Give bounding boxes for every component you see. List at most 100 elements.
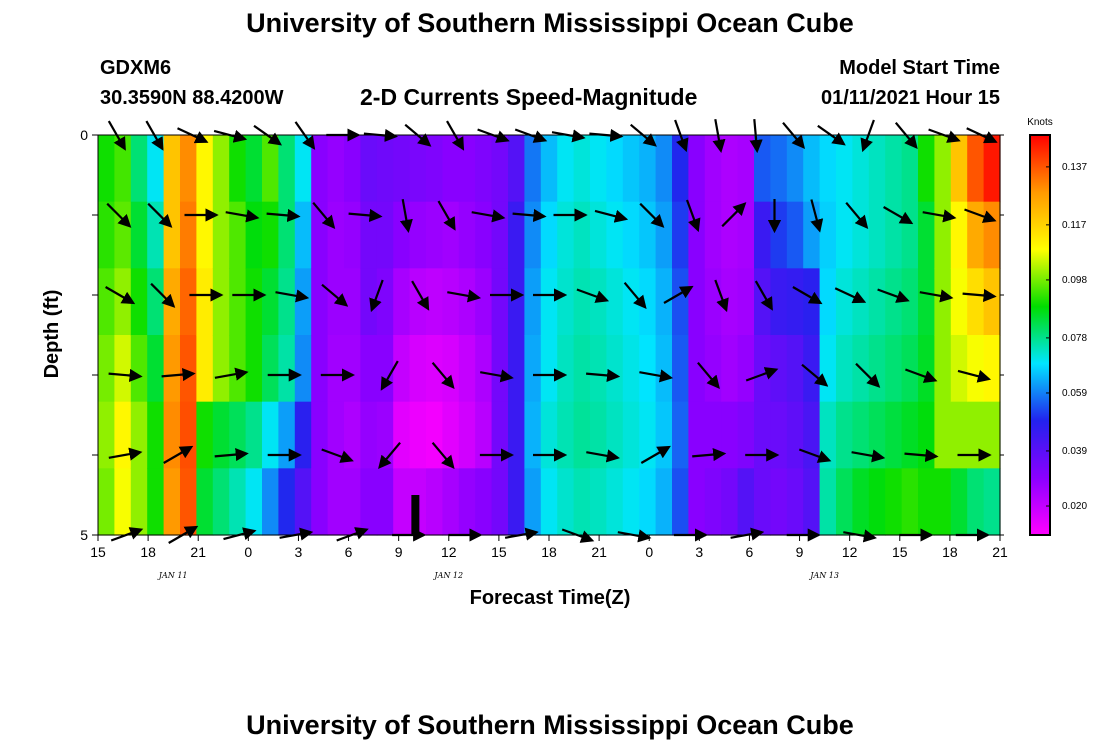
heatmap-cell — [524, 335, 542, 403]
heatmap-cell — [475, 335, 493, 403]
heatmap-cell — [573, 335, 591, 403]
heatmap-cell — [606, 335, 624, 403]
x-axis-label: Forecast Time(Z) — [470, 587, 631, 609]
heatmap-cell — [967, 468, 985, 536]
heatmap-cell — [704, 468, 722, 536]
heatmap-cell — [262, 468, 279, 536]
heatmap-cell — [852, 268, 870, 336]
heatmap-cell — [868, 468, 886, 536]
current-vector — [586, 449, 620, 463]
heatmap-cell — [803, 468, 821, 536]
x-tick-label: 15 — [892, 544, 908, 560]
heatmap-cell — [147, 268, 165, 336]
heatmap-cell — [196, 335, 214, 403]
heatmap-cell — [868, 401, 886, 469]
x-tick-label: 12 — [441, 544, 457, 560]
current-vector — [834, 287, 867, 304]
heatmap-cell — [672, 135, 689, 203]
heatmap-cell — [639, 335, 657, 403]
heatmap-cell — [885, 268, 903, 336]
heatmap-cell — [557, 335, 575, 403]
heatmap-cell — [360, 335, 378, 403]
current-vector — [348, 208, 383, 223]
current-vector — [161, 367, 196, 382]
heatmap-cell — [606, 201, 624, 269]
heatmap-cell — [737, 135, 755, 203]
heatmap-cell — [262, 401, 279, 469]
heatmap-cell — [426, 201, 443, 269]
heatmap-cell — [327, 335, 345, 403]
heatmap-cell — [147, 135, 165, 203]
current-vector — [639, 369, 674, 383]
heatmap-cell — [868, 335, 886, 403]
heatmap-cell — [426, 468, 443, 536]
heatmap-cell — [918, 401, 935, 469]
current-vector — [754, 280, 773, 311]
heatmap-cell — [770, 135, 788, 203]
colorbar-scale — [1029, 134, 1051, 536]
heatmap-cell — [344, 335, 361, 403]
heatmap-cell — [376, 401, 394, 469]
heatmap-cell — [590, 401, 607, 469]
heatmap-cell — [868, 201, 886, 269]
date-label: JAN 11 — [157, 571, 188, 580]
heatmap-cell — [344, 201, 361, 269]
x-tick-label: 21 — [992, 544, 1008, 560]
heatmap-cell — [540, 268, 558, 336]
heatmap-cell — [967, 335, 985, 403]
current-vector — [150, 282, 176, 308]
heatmap-cell — [147, 468, 165, 536]
heatmap-cell — [786, 135, 804, 203]
heatmap-cell — [672, 401, 689, 469]
current-vector — [801, 363, 829, 387]
heatmap-cell — [311, 401, 329, 469]
current-vector — [904, 448, 939, 463]
heatmap-cell — [524, 135, 542, 203]
heatmap-cell — [950, 201, 968, 269]
heatmap-cell — [967, 135, 985, 203]
heatmap-cell — [458, 268, 476, 336]
heatmap-cell — [950, 135, 968, 203]
x-tick-label: 3 — [695, 544, 703, 560]
x-tick-label: 3 — [295, 544, 303, 560]
current-vector — [471, 209, 506, 223]
heatmap-cell — [606, 468, 624, 536]
current-vector — [214, 447, 249, 462]
footer-title: University of Southern Mississippi Ocean… — [246, 710, 854, 740]
heatmap-cell — [442, 335, 460, 403]
heatmap-cell — [524, 401, 542, 469]
heatmap-cell — [212, 268, 230, 336]
current-vector — [957, 369, 992, 383]
heatmap-cell — [508, 268, 525, 336]
heatmap-cell — [721, 468, 739, 536]
heatmap-cell — [737, 335, 755, 403]
x-tick-label: 18 — [140, 544, 156, 560]
heatmap-cell — [688, 335, 706, 403]
heatmap-cell — [212, 468, 230, 536]
heatmap-cell — [327, 468, 345, 536]
heatmap-cell — [327, 401, 345, 469]
heatmap-cell — [130, 135, 148, 203]
heatmap-cell — [98, 268, 115, 336]
heatmap-cell — [590, 335, 607, 403]
heatmap-cell — [901, 468, 919, 536]
current-vector — [411, 280, 430, 311]
heatmap-cell — [360, 268, 378, 336]
heatmap-cell — [163, 268, 181, 336]
heatmap-cell — [704, 201, 722, 269]
colorbar-tick-label: 0.098 — [1062, 275, 1087, 286]
heatmap-cell — [688, 401, 706, 469]
heatmap-cell — [885, 335, 903, 403]
x-tick-label: 9 — [796, 544, 804, 560]
heatmap-cell — [950, 335, 968, 403]
heatmap-cell — [114, 268, 132, 336]
plot-title: 2-D Currents Speed-Magnitude — [360, 84, 698, 110]
heatmap-cell — [983, 401, 1001, 469]
heatmap-cell — [639, 268, 657, 336]
current-vector — [905, 368, 938, 383]
heatmap-cell — [426, 335, 443, 403]
current-vector — [312, 201, 336, 229]
now-marker — [411, 495, 420, 535]
heatmap-cell — [229, 335, 247, 403]
heatmap-cell — [475, 268, 493, 336]
